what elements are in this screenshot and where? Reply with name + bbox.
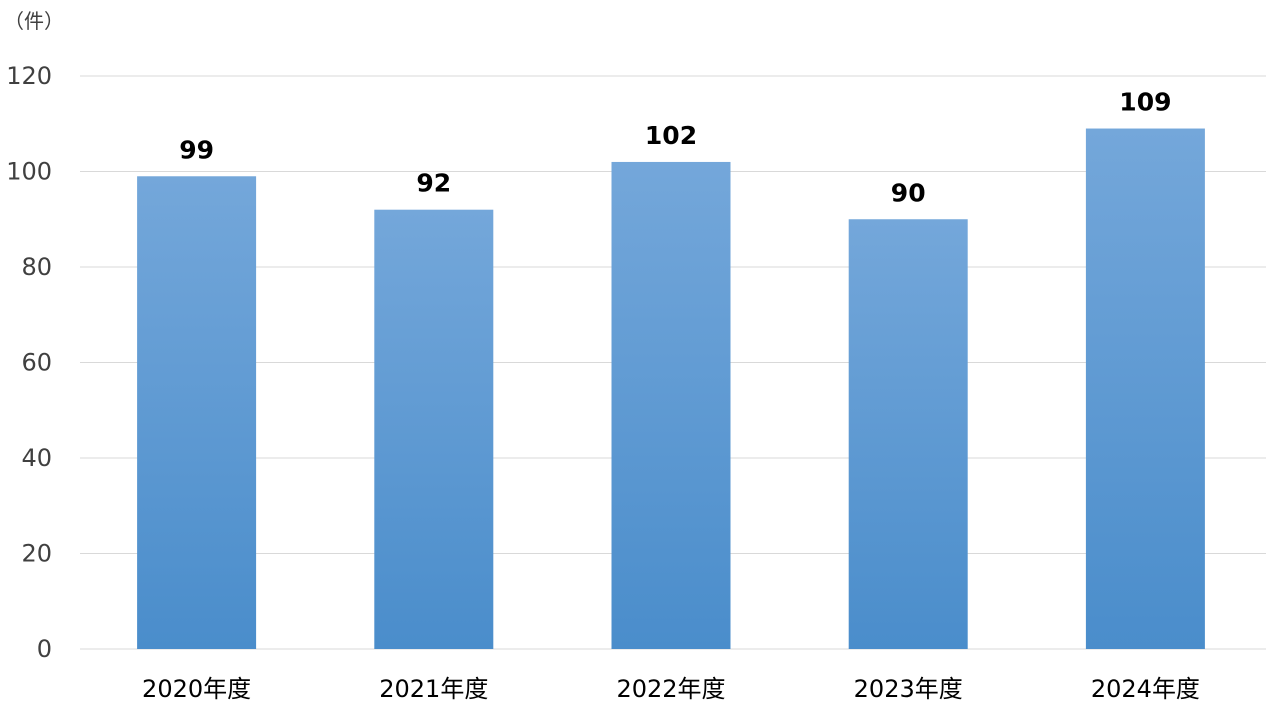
data-label-2020年度: 99 [179, 135, 214, 164]
bar-2023年度 [848, 219, 968, 649]
y-tick-label-60: 60 [21, 349, 52, 377]
x-axis-tick-labels: 2020年度 2021年度 2022年度 2023年度 2024年度 [142, 675, 1200, 703]
bar-2022年度 [611, 161, 731, 649]
x-tick-label-2020年度: 2020年度 [142, 675, 251, 703]
data-label-2023年度: 90 [891, 178, 926, 207]
y-tick-label-40: 40 [21, 444, 52, 472]
bar-2021年度 [374, 209, 494, 649]
y-axis-tick-labels: 0 20 40 60 80 100 120 [6, 62, 52, 663]
y-axis-unit-label: （件） [4, 9, 64, 33]
x-tick-label-2021年度: 2021年度 [379, 675, 488, 703]
y-tick-label-100: 100 [6, 158, 52, 186]
y-tick-label-0: 0 [37, 635, 52, 663]
data-labels: 99 92 102 90 109 [179, 88, 1171, 208]
x-tick-label-2022年度: 2022年度 [616, 675, 725, 703]
y-tick-label-120: 120 [6, 62, 52, 90]
bars [137, 128, 1205, 649]
bar-2024年度 [1085, 128, 1205, 649]
data-label-2022年度: 102 [645, 121, 697, 150]
data-label-2024年度: 109 [1119, 88, 1171, 117]
x-tick-label-2024年度: 2024年度 [1091, 675, 1200, 703]
bar-2020年度 [137, 176, 257, 649]
y-tick-label-20: 20 [21, 540, 52, 568]
y-tick-label-80: 80 [21, 253, 52, 281]
data-label-2021年度: 92 [416, 169, 451, 198]
x-tick-label-2023年度: 2023年度 [854, 675, 963, 703]
